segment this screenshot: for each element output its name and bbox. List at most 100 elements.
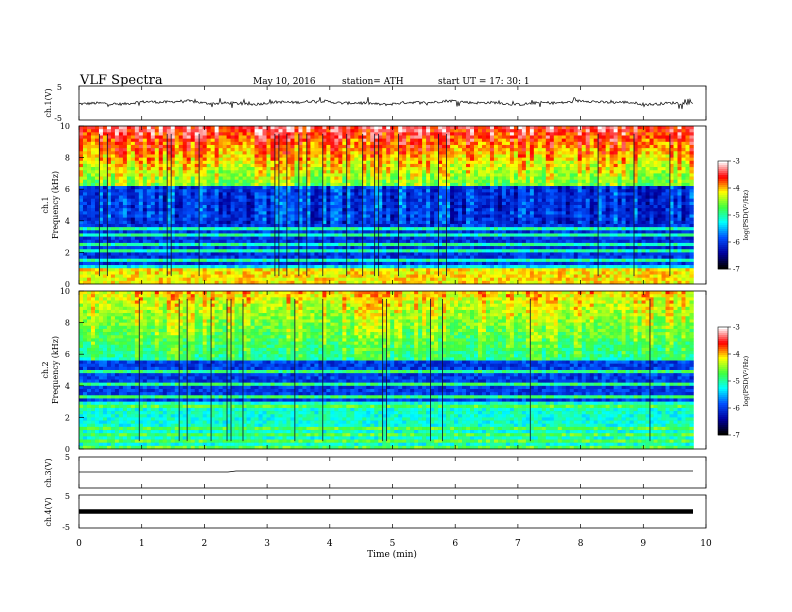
spectrogram-cell [318,236,323,241]
spectrogram-cell [178,233,184,237]
spectrogram-cell [314,141,319,146]
spectrogram-cell [370,205,375,209]
spectrogram-cell [138,246,144,250]
spectrogram-cell [442,249,447,253]
spectrogram-cell [190,236,196,241]
spectrogram-cell [274,277,279,282]
spectrogram-cell [250,173,255,177]
spectrogram-cell [378,176,383,181]
spectrogram-cell [354,195,359,199]
spectrogram-cell [118,220,124,225]
spectrogram-cell [454,157,459,162]
spectrogram-cell [218,242,223,247]
spectrogram-cell [106,220,112,225]
spectrogram-cell [274,236,279,241]
spectrogram-cell [346,233,351,237]
spectrogram-cell [162,126,168,130]
spectrogram-cell [386,167,391,171]
spectrogram-cell [186,249,192,253]
spectrogram-cell [238,182,243,187]
spectrogram-cell [446,148,451,152]
spectrogram-cell [266,151,271,155]
spectrogram-cell [234,198,239,203]
spectrogram-cell [394,176,399,181]
spectrogram-cell [426,236,431,241]
spectrogram-cell [86,182,92,187]
spectrogram-cell [262,268,267,272]
spectrogram-cell [258,195,263,199]
spectrogram-cell [418,195,423,199]
spectrogram-cell [194,195,199,199]
spectrogram-cell [150,242,156,247]
spectrogram-cell [278,129,283,133]
spectrogram-cell [150,214,156,218]
spectrogram-cell [234,268,239,272]
spectrogram-cell [122,280,128,285]
spectrogram-cell [234,233,239,237]
spectrogram-cell [450,274,455,278]
spectrogram-cell [138,233,144,237]
spectrogram-cell [470,205,475,209]
spectrogram-cell [446,280,451,285]
spectrogram-cell [222,271,227,275]
spectrogram-cell [218,252,223,256]
spectrogram-cell [242,211,247,215]
spectrogram-cell [370,186,375,190]
spectrogram-cell [438,157,443,162]
spectrogram-cell [398,239,403,244]
spectrogram-cell [442,189,447,193]
spectrogram-cell [158,167,164,171]
spectrogram-cell [90,163,96,168]
spectrogram-cell [190,151,196,155]
spectrogram-cell [234,242,239,247]
spectrogram-cell [470,261,475,266]
spectrogram-cell [470,173,475,177]
spectrogram-cell [410,211,415,215]
spectrogram-cell [386,160,391,165]
spectrogram-cell [79,214,84,218]
spectrogram-cell [462,236,467,241]
spectrogram-cell [286,252,291,256]
spectrogram-cell [138,167,144,171]
spectrogram-cell [462,132,467,136]
spectrogram-cell [174,227,180,231]
spectrogram-cell [278,220,283,225]
spectrogram-cell [202,157,207,162]
spectrogram-cell [106,170,112,174]
spectrogram-cell [406,179,411,184]
spectrogram-cell [298,236,303,241]
spectrogram-cell [310,249,315,253]
spectrogram-cell [146,230,152,234]
spectrogram-cell [230,252,235,256]
spectrogram-cell [362,157,367,162]
spectrogram-cell [378,198,383,203]
spectrogram-cell [390,135,395,139]
spectrogram-cell [206,126,211,130]
spectrogram-cell [378,129,383,133]
spectrogram-cell [410,141,415,146]
spectrogram-cell [246,160,251,165]
spectrogram-cell [242,186,247,190]
spectrogram-cell [294,268,299,272]
spectrogram-cell [362,170,367,174]
spectrogram-cell [414,208,419,212]
spectrogram-cell [338,249,343,253]
spectrogram-cell [86,205,92,209]
spectrogram-cell [274,192,279,196]
spectrogram-cell [434,135,439,139]
spectrogram-cell [342,255,347,260]
spectrogram-cell [338,151,343,155]
spectrogram-cell [126,126,132,130]
spectrogram-cell [122,160,128,165]
spectrogram-cell [398,255,403,260]
spectrogram-cell [238,163,243,168]
spectrogram-cell [442,233,447,237]
spectrogram-cell [422,268,427,272]
spectrogram-cell [458,230,463,234]
spectrogram-cell [338,211,343,215]
spectrogram-cell [330,148,335,152]
spectrogram-cell [178,268,184,272]
spectrogram-cell [354,249,359,253]
spectrogram-cell [154,265,160,269]
